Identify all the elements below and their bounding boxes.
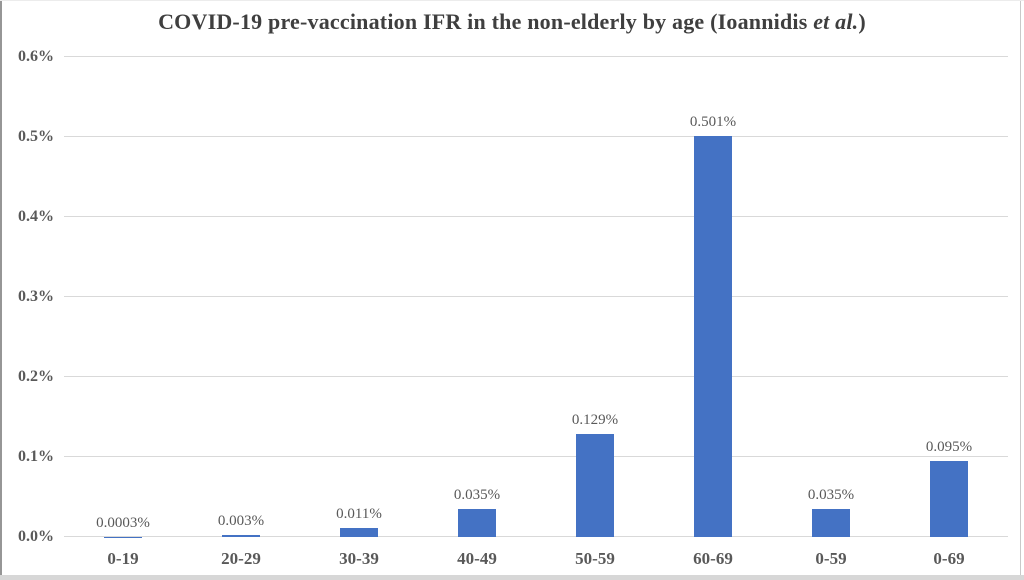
- bar-value-label: 0.501%: [689, 114, 737, 131]
- x-axis-category-label: 60-69: [693, 549, 733, 568]
- bar-slot: 0.011%: [300, 57, 418, 537]
- x-axis-category-label: 50-59: [575, 549, 615, 568]
- window-right-edge: [1020, 0, 1021, 580]
- window-top-edge: [0, 0, 1024, 1]
- gridline: [64, 216, 1008, 217]
- chart-title: COVID-19 pre-vaccination IFR in the non-…: [0, 9, 1024, 35]
- bar-slot: 0.095%: [890, 57, 1008, 537]
- bar: [812, 509, 850, 537]
- window-bottom-edge: [0, 575, 1024, 580]
- chart-title-text: COVID-19 pre-vaccination IFR in the non-…: [158, 9, 814, 34]
- y-axis-tick-label: 0.5%: [18, 128, 54, 145]
- y-axis-tick-label: 0.1%: [18, 448, 54, 465]
- x-axis-category-label: 0-59: [815, 549, 847, 568]
- bar-value-label: 0.035%: [807, 487, 855, 503]
- bar-slot: 0.0003%: [64, 57, 182, 537]
- bar: [576, 433, 614, 537]
- bar-value-label: 0.011%: [336, 506, 382, 523]
- x-axis: 0-19 20-29 30-39 40-49 50-59 60-69 0-59 0-69: [64, 548, 1008, 570]
- y-axis-tick-label: 0.0%: [18, 528, 54, 545]
- bar: [930, 461, 968, 537]
- bar-slot: 0.035%: [772, 57, 890, 537]
- bar: [694, 136, 732, 537]
- bar-value-label: 0.0003%: [96, 514, 150, 531]
- gridline: [64, 456, 1008, 457]
- y-axis-tick-label: 0.2%: [18, 368, 54, 385]
- x-axis-category-label: 40-49: [457, 549, 497, 568]
- gridline: [64, 296, 1008, 297]
- y-axis-tick-label: 0.3%: [18, 288, 54, 305]
- x-axis-category-label: 0-69: [933, 549, 965, 568]
- bar-slot: 0.129%: [536, 57, 654, 537]
- window-left-edge: [0, 0, 2, 580]
- bar-value-label: 0.095%: [925, 439, 973, 455]
- bar-slot: 0.035%: [418, 57, 536, 537]
- bar-value-label: 0.129%: [571, 411, 619, 428]
- x-axis-category-label: 20-29: [221, 549, 261, 568]
- bar-slot: 0.501%: [654, 57, 772, 537]
- y-axis-tick-label: 0.6%: [18, 48, 54, 65]
- gridline: [64, 136, 1008, 137]
- gridline: [64, 376, 1008, 377]
- plot-area: 0.0003% 0.003% 0.011% 0.035% 0.129% 0.501% 0.0…: [64, 56, 1008, 537]
- bar: [458, 509, 496, 537]
- bar-slot: 0.003%: [182, 57, 300, 537]
- y-axis-tick-label: 0.4%: [18, 208, 54, 225]
- x-axis-category-label: 0-19: [107, 549, 139, 568]
- bar: [222, 534, 260, 537]
- chart-title-suffix: ): [858, 9, 866, 34]
- bar-value-label: 0.003%: [217, 512, 265, 529]
- gridline: [64, 536, 1008, 537]
- chart-title-italic: et al.: [813, 9, 859, 34]
- bar-value-label: 0.035%: [453, 487, 501, 503]
- bar: [340, 528, 378, 537]
- x-axis-category-label: 30-39: [339, 549, 379, 568]
- gridline: [64, 56, 1008, 57]
